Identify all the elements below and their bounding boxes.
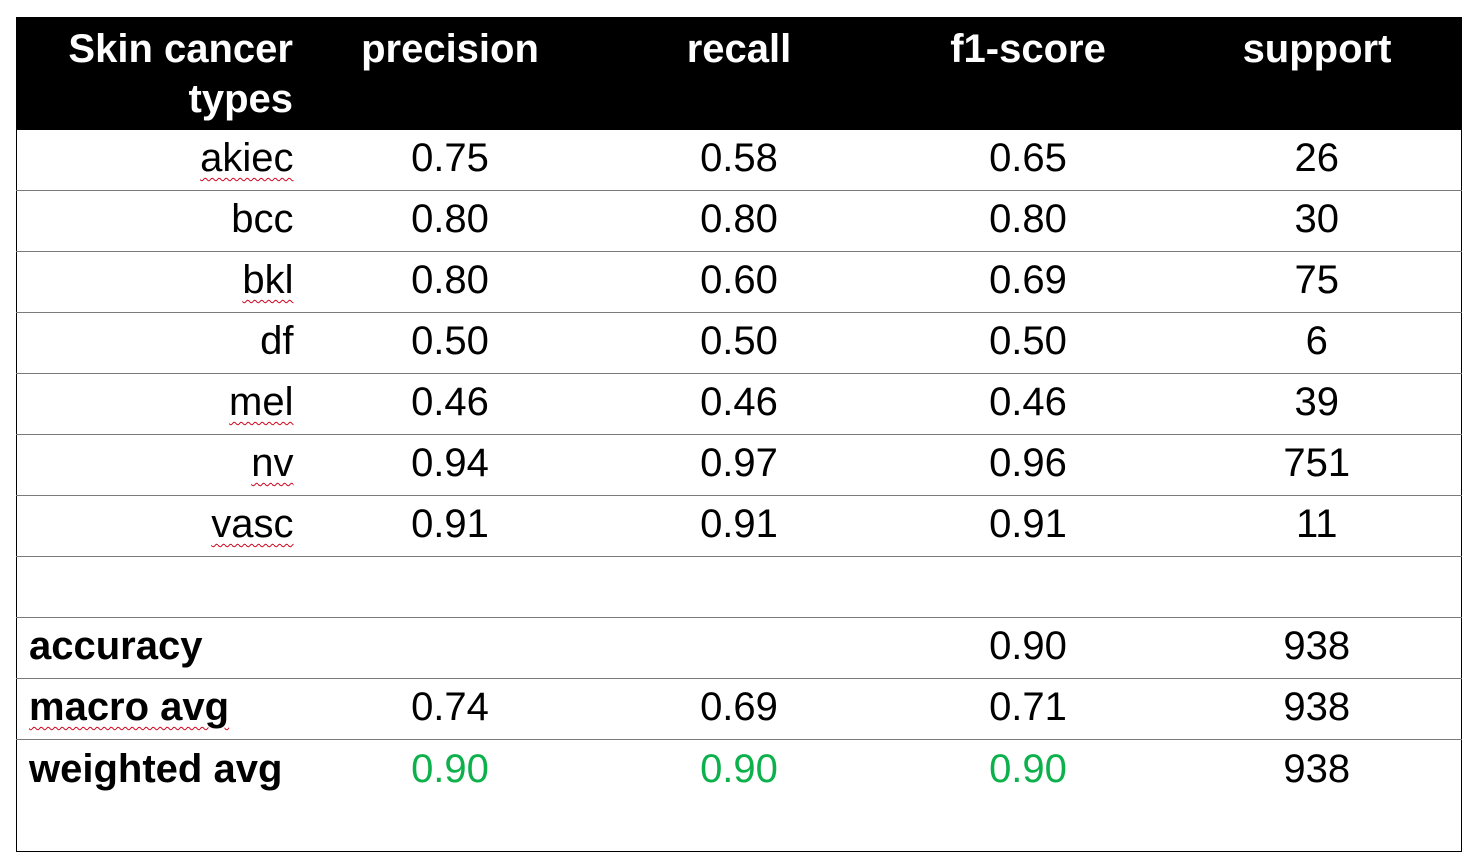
row-label: bcc <box>231 197 294 241</box>
support-cell: 30 <box>1172 190 1462 252</box>
header-skin-cancer-types: Skin cancer types <box>16 17 306 130</box>
weighted-precision-cell: 0.90 <box>305 739 595 852</box>
table-body: akiec 0.75 0.58 0.65 26 bcc 0.80 0.80 0.… <box>16 129 1462 852</box>
recall-cell: 0.46 <box>594 373 884 435</box>
support-cell: 75 <box>1172 251 1462 313</box>
weighted-recall-cell: 0.90 <box>594 739 884 852</box>
table-row: vasc 0.91 0.91 0.91 11 <box>16 495 1462 557</box>
support-cell: 11 <box>1172 495 1462 557</box>
weighted-avg-row: weighted avg 0.90 0.90 0.90 938 <box>16 739 1462 852</box>
f1-cell: 0.65 <box>883 129 1173 191</box>
weighted-f1-cell: 0.90 <box>883 739 1173 852</box>
classification-report-table: Skin cancer types precision recall f1-sc… <box>16 17 1462 852</box>
empty-cell <box>594 556 884 618</box>
row-label-cell: df <box>16 312 306 374</box>
empty-cell <box>305 617 595 679</box>
f1-cell: 0.46 <box>883 373 1173 435</box>
precision-cell: 0.75 <box>305 129 595 191</box>
table-row: mel 0.46 0.46 0.46 39 <box>16 373 1462 435</box>
weighted-avg-label: weighted avg <box>16 739 306 852</box>
empty-cell <box>16 556 306 618</box>
precision-cell: 0.46 <box>305 373 595 435</box>
support-cell: 6 <box>1172 312 1462 374</box>
macro-precision-cell: 0.74 <box>305 678 595 740</box>
f1-cell: 0.96 <box>883 434 1173 496</box>
recall-cell: 0.60 <box>594 251 884 313</box>
table-row: akiec 0.75 0.58 0.65 26 <box>16 129 1462 191</box>
table-row: nv 0.94 0.97 0.96 751 <box>16 434 1462 496</box>
row-label-cell: nv <box>16 434 306 496</box>
empty-cell <box>594 617 884 679</box>
table-row: bcc 0.80 0.80 0.80 30 <box>16 190 1462 252</box>
table-row: bkl 0.80 0.60 0.69 75 <box>16 251 1462 313</box>
recall-cell: 0.58 <box>594 129 884 191</box>
weighted-support-cell: 938 <box>1172 739 1462 852</box>
support-cell: 751 <box>1172 434 1462 496</box>
header-support: support <box>1172 17 1462 130</box>
table-row: df 0.50 0.50 0.50 6 <box>16 312 1462 374</box>
row-label: df <box>260 319 294 363</box>
support-cell: 26 <box>1172 129 1462 191</box>
recall-cell: 0.50 <box>594 312 884 374</box>
accuracy-f1-cell: 0.90 <box>883 617 1173 679</box>
header-precision: precision <box>305 17 595 130</box>
header-f1-score: f1-score <box>883 17 1173 130</box>
accuracy-support-cell: 938 <box>1172 617 1462 679</box>
row-label-cell: akiec <box>16 129 306 191</box>
macro-f1-cell: 0.71 <box>883 678 1173 740</box>
row-label-cell: bkl <box>16 251 306 313</box>
recall-cell: 0.97 <box>594 434 884 496</box>
row-label: vasc <box>211 502 294 546</box>
accuracy-label: accuracy <box>16 617 306 679</box>
row-label-cell: bcc <box>16 190 306 252</box>
header-recall: recall <box>594 17 884 130</box>
row-label: bkl <box>242 258 294 302</box>
precision-cell: 0.80 <box>305 251 595 313</box>
row-label: nv <box>251 441 294 485</box>
precision-cell: 0.80 <box>305 190 595 252</box>
empty-cell <box>305 556 595 618</box>
row-label: mel <box>229 380 294 424</box>
macro-avg-label: macro avg <box>29 685 230 729</box>
row-label: akiec <box>200 136 294 180</box>
support-cell: 39 <box>1172 373 1462 435</box>
row-label-cell: mel <box>16 373 306 435</box>
header-row: Skin cancer types precision recall f1-sc… <box>16 17 1462 130</box>
f1-cell: 0.80 <box>883 190 1173 252</box>
precision-cell: 0.50 <box>305 312 595 374</box>
f1-cell: 0.91 <box>883 495 1173 557</box>
f1-cell: 0.69 <box>883 251 1173 313</box>
empty-cell <box>883 556 1173 618</box>
macro-recall-cell: 0.69 <box>594 678 884 740</box>
macro-support-cell: 938 <box>1172 678 1462 740</box>
recall-cell: 0.80 <box>594 190 884 252</box>
table-header: Skin cancer types precision recall f1-sc… <box>16 17 1462 130</box>
recall-cell: 0.91 <box>594 495 884 557</box>
precision-cell: 0.91 <box>305 495 595 557</box>
precision-cell: 0.94 <box>305 434 595 496</box>
f1-cell: 0.50 <box>883 312 1173 374</box>
macro-avg-row: macro avg 0.74 0.69 0.71 938 <box>16 678 1462 740</box>
accuracy-row: accuracy 0.90 938 <box>16 617 1462 679</box>
empty-cell <box>1172 556 1462 618</box>
row-label-cell: vasc <box>16 495 306 557</box>
macro-avg-label-cell: macro avg <box>16 678 306 740</box>
spacer-row <box>16 556 1462 618</box>
